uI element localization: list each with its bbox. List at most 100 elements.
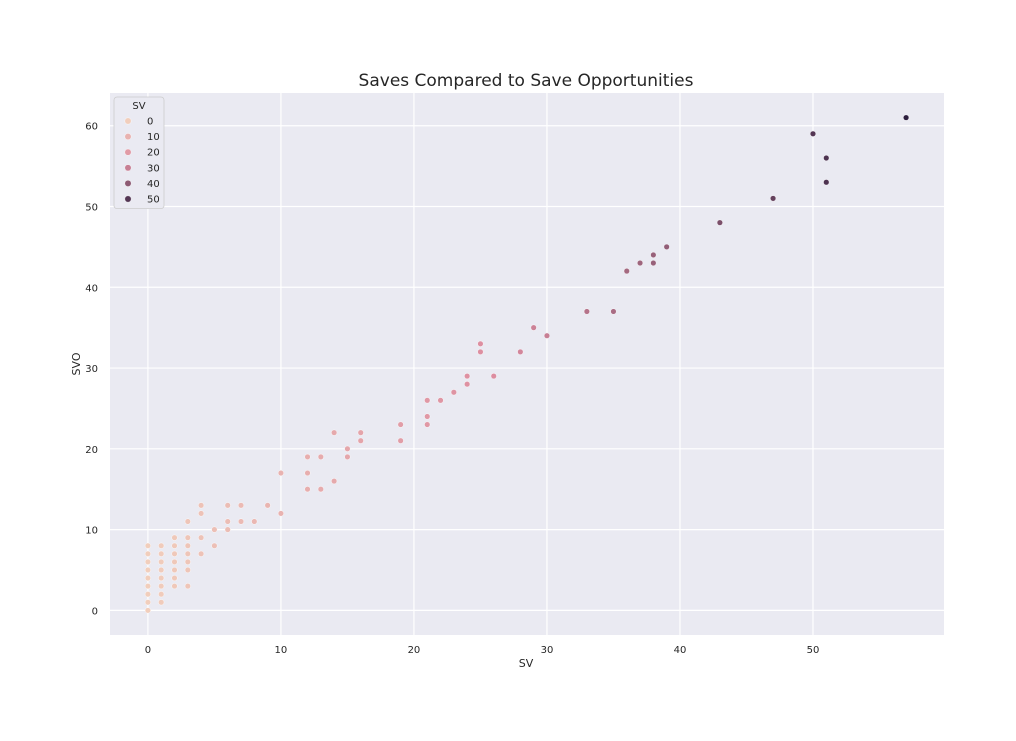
- data-point: [823, 155, 830, 162]
- grid-lines: [110, 93, 944, 635]
- x-axis-label: SV: [519, 657, 534, 670]
- data-point: [304, 453, 311, 460]
- data-point: [211, 526, 218, 533]
- data-point: [464, 373, 471, 380]
- legend-title: SV: [132, 101, 145, 112]
- data-point: [171, 550, 178, 557]
- data-point: [171, 575, 178, 582]
- y-tick-label: 50: [85, 202, 98, 213]
- data-point: [184, 542, 191, 549]
- x-tick-labels: 0 10 20 30 40 50: [145, 645, 820, 656]
- data-point: [583, 308, 590, 315]
- data-point: [224, 518, 231, 525]
- data-point: [158, 575, 165, 582]
- y-tick-label: 0: [92, 606, 98, 617]
- data-point: [158, 566, 165, 573]
- data-point: [424, 421, 431, 428]
- legend-marker: [124, 179, 132, 187]
- legend-entry-label: 0: [147, 117, 153, 128]
- data-point: [357, 437, 364, 444]
- data-point: [198, 510, 205, 517]
- legend: SV0 10 20 30 40 50: [113, 96, 165, 209]
- data-point: [264, 502, 271, 509]
- legend-marker: [124, 133, 132, 141]
- data-point: [277, 470, 284, 477]
- data-point: [144, 591, 151, 598]
- data-point: [397, 437, 404, 444]
- data-point: [144, 558, 151, 565]
- data-point: [158, 591, 165, 598]
- data-point: [184, 534, 191, 541]
- data-point: [663, 243, 670, 250]
- y-axis-label: SVO: [70, 352, 83, 375]
- data-point: [464, 381, 471, 388]
- data-point: [144, 575, 151, 582]
- data-point: [224, 526, 231, 533]
- data-point: [450, 389, 457, 396]
- data-point: [158, 542, 165, 549]
- x-tick-label: 0: [145, 645, 151, 656]
- data-point: [397, 421, 404, 428]
- legend-marker: [124, 117, 132, 125]
- data-point: [357, 429, 364, 436]
- data-point: [144, 550, 151, 557]
- y-tick-label: 40: [85, 283, 98, 294]
- data-point: [477, 348, 484, 355]
- data-point: [158, 583, 165, 590]
- legend-entry-label: 10: [147, 132, 160, 143]
- data-point: [184, 550, 191, 557]
- data-point: [251, 518, 258, 525]
- x-tick-label: 30: [541, 645, 554, 656]
- data-point: [198, 550, 205, 557]
- data-point: [823, 179, 830, 186]
- data-point: [637, 260, 644, 267]
- data-point: [144, 607, 151, 614]
- data-point: [331, 429, 338, 436]
- data-point: [171, 558, 178, 565]
- legend-entry-label: 30: [147, 163, 160, 174]
- y-tick-label: 60: [85, 122, 98, 133]
- x-tick-label: 20: [408, 645, 421, 656]
- data-point: [424, 413, 431, 420]
- data-point: [317, 453, 324, 460]
- data-point: [144, 599, 151, 606]
- plot-background: [110, 93, 944, 635]
- data-point: [344, 445, 351, 452]
- data-point: [198, 534, 205, 541]
- x-tick-label: 50: [807, 645, 820, 656]
- legend-marker: [124, 195, 132, 203]
- data-point: [477, 340, 484, 347]
- data-point: [184, 566, 191, 573]
- data-point: [517, 348, 524, 355]
- data-point: [198, 502, 205, 509]
- legend-marker: [124, 164, 132, 172]
- data-point: [304, 470, 311, 477]
- data-point: [770, 195, 777, 202]
- data-point: [238, 502, 245, 509]
- y-tick-label: 20: [85, 445, 98, 456]
- data-point: [171, 534, 178, 541]
- y-tick-label: 10: [85, 526, 98, 537]
- data-point: [144, 566, 151, 573]
- data-point: [903, 114, 910, 121]
- data-point: [277, 510, 284, 517]
- chart-title: Saves Compared to Save Opportunities: [359, 71, 694, 91]
- data-point: [543, 332, 550, 339]
- data-point: [144, 583, 151, 590]
- x-tick-label: 10: [275, 645, 288, 656]
- data-point: [158, 599, 165, 606]
- data-point: [144, 542, 151, 549]
- data-point: [304, 486, 311, 493]
- data-point: [424, 397, 431, 404]
- data-point: [331, 478, 338, 485]
- data-point: [650, 260, 657, 267]
- data-point: [530, 324, 537, 331]
- data-point: [317, 486, 324, 493]
- y-tick-label: 30: [85, 364, 98, 375]
- data-point: [171, 542, 178, 549]
- legend-entry-label: 40: [147, 179, 160, 190]
- data-points: [144, 114, 910, 614]
- data-point: [809, 130, 816, 137]
- data-point: [211, 542, 218, 549]
